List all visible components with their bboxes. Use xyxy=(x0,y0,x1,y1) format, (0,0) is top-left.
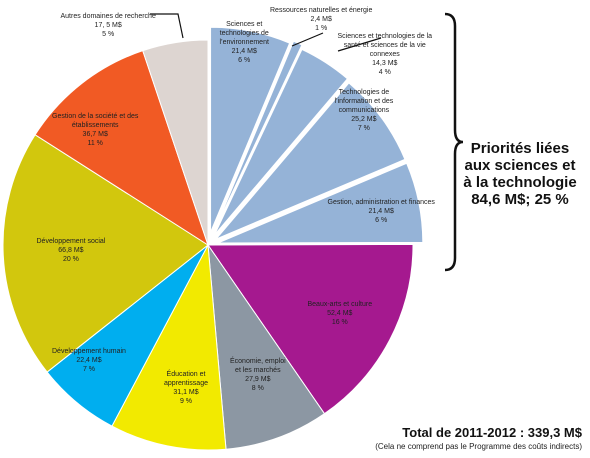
slice-value: 25,2 M$ xyxy=(351,116,377,123)
slice-label: Gestion, administration et finances 21,4 … xyxy=(328,198,435,225)
slice-label: Ressources naturelles et énergie 2,4 M$ 1 … xyxy=(270,6,372,33)
slice-label: Développement social 66,8 M$ 20 % xyxy=(37,237,106,264)
group-brace xyxy=(444,12,464,272)
slice-name: Économie, emploi xyxy=(230,358,286,365)
slice-name: Beaux-arts et culture xyxy=(307,301,373,308)
pie-slice xyxy=(142,39,209,246)
pie-slice xyxy=(210,26,291,233)
slice-percent: 20 % xyxy=(62,256,79,263)
slice-name: l’information et des xyxy=(334,98,394,105)
annotation-line: Priorités liées xyxy=(470,140,570,157)
slice-name: Autres domaines de recherche xyxy=(60,13,156,20)
slice-name: établissements xyxy=(71,122,119,129)
slice-value: 66,8 M$ xyxy=(58,247,84,254)
slice-value: 14,3 M$ xyxy=(372,60,398,67)
leader-lines xyxy=(150,13,382,52)
pie-slice xyxy=(207,243,414,415)
slice-label: Gestion de la société et des établissemen… xyxy=(52,112,138,148)
slice-label: Sciences et technologies de la santé et s… xyxy=(338,32,433,77)
annotation-line: aux sciences et xyxy=(464,157,576,174)
slice-percent: 4 % xyxy=(378,69,391,76)
slice-percent: 8 % xyxy=(251,385,264,392)
slice-percent: 6 % xyxy=(238,57,251,64)
slice-value: 52,4 M$ xyxy=(327,310,353,317)
slice-label: Éducation et apprentissage 31,1 M$ 9 % xyxy=(164,370,208,406)
annotation-line: à la technologie xyxy=(463,174,577,191)
slice-value: 27,9 M$ xyxy=(245,376,271,383)
slice-name: apprentissage xyxy=(164,380,208,387)
leader-line xyxy=(291,32,324,47)
slice-name: Gestion, administration et finances xyxy=(327,199,435,206)
slice-percent: 16 % xyxy=(331,319,348,326)
slice-name: Technologies de xyxy=(338,89,390,96)
slice-percent: 6 % xyxy=(375,217,388,224)
pie-slices xyxy=(2,26,424,451)
pie-slice xyxy=(34,50,209,247)
slice-name: et les marchés xyxy=(235,367,281,374)
slice-label: Économie, emploi et les marchés 27,9 M$ 8 % xyxy=(230,357,286,393)
slice-label: Technologies de l’information et des commu… xyxy=(335,88,394,133)
slice-name: technologies de xyxy=(219,30,269,37)
slice-percent: 7 % xyxy=(357,125,370,132)
slice-value: 36,7 M$ xyxy=(82,131,108,138)
slice-label: Sciences et technologies de l’environnemen… xyxy=(220,20,269,65)
slice-name: connexes xyxy=(369,51,400,58)
slice-percent: 5 % xyxy=(102,31,115,38)
priority-annotation: Priorités liées aux sciences et à la tec… xyxy=(452,140,588,208)
slice-name: Éducation et xyxy=(166,371,206,378)
leader-line xyxy=(150,13,184,39)
pie-slice xyxy=(111,243,227,451)
slice-label: Beaux-arts et culture 52,4 M$ 16 % xyxy=(308,300,373,327)
chart-total: Total de 2011-2012 : 339,3 M$ xyxy=(402,425,582,440)
slice-percent: 1 % xyxy=(315,25,328,32)
slice-name: santé et sciences de la vie xyxy=(343,42,426,49)
annotation-line: 84,6 M$; 25 % xyxy=(471,191,569,208)
slice-name: Développement social xyxy=(36,238,106,245)
pie-slice xyxy=(214,48,349,236)
slice-value: 31,1 M$ xyxy=(173,389,199,396)
slice-value: 21,4 M$ xyxy=(368,208,394,215)
slice-name: communications xyxy=(338,107,390,114)
slice-name: Sciences et technologies de la xyxy=(337,33,433,40)
slice-percent: 11 % xyxy=(87,140,103,147)
slice-name: l’environnement xyxy=(219,39,269,46)
slice-percent: 9 % xyxy=(179,398,193,405)
pie-slice xyxy=(217,162,424,244)
leader-line xyxy=(337,37,382,52)
slice-value: 22,4 M$ xyxy=(76,357,102,364)
slice-value: 21,4 M$ xyxy=(231,48,257,55)
slice-name: Gestion de la société et des xyxy=(52,113,139,120)
slice-value: 17, 5 M$ xyxy=(94,22,122,29)
slice-label: Développement humain 22,4 M$ 7 % xyxy=(52,347,126,374)
slice-value: 2,4 M$ xyxy=(310,16,332,23)
pie-slice xyxy=(207,243,326,450)
pie-slice xyxy=(215,82,406,240)
chart-note: (Cela ne comprend pas le Programme des c… xyxy=(375,442,582,451)
slice-name: Ressources naturelles et énergie xyxy=(270,7,373,14)
slice-percent: 7 % xyxy=(82,366,95,373)
slice-label: Autres domaines de recherche 17, 5 M$ 5 % xyxy=(61,12,156,39)
pie-slice xyxy=(2,134,209,373)
slice-name: Sciences et xyxy=(226,21,263,28)
slice-name: Développement humain xyxy=(52,348,126,355)
